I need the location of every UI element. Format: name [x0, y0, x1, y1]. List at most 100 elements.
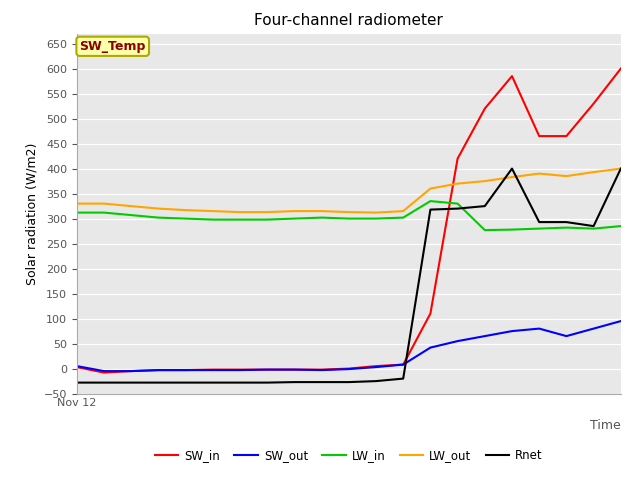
SW_out [264, 367, 271, 372]
SW_out [481, 333, 489, 339]
SW_out [100, 368, 108, 374]
SW_out [508, 328, 516, 334]
LW_out [345, 209, 353, 215]
LW_out [590, 169, 598, 175]
LW_out [264, 209, 271, 215]
Rnet [236, 380, 244, 385]
Line: LW_out: LW_out [77, 168, 621, 213]
Rnet [454, 206, 461, 212]
Text: SW_Temp: SW_Temp [79, 40, 146, 53]
SW_out [563, 333, 570, 339]
Rnet [155, 380, 163, 385]
Y-axis label: Solar radiation (W/m2): Solar radiation (W/m2) [25, 143, 38, 285]
SW_out [182, 367, 189, 373]
Rnet [345, 379, 353, 385]
SW_out [73, 363, 81, 369]
LW_in [100, 210, 108, 216]
LW_in [399, 215, 407, 220]
Rnet [100, 380, 108, 385]
SW_in [100, 370, 108, 375]
Rnet [209, 380, 216, 385]
Rnet [508, 166, 516, 171]
LW_out [182, 207, 189, 213]
SW_out [590, 326, 598, 332]
LW_out [536, 171, 543, 177]
Title: Four-channel radiometer: Four-channel radiometer [254, 13, 444, 28]
SW_out [536, 326, 543, 332]
Line: LW_in: LW_in [77, 201, 621, 230]
Legend: SW_in, SW_out, LW_in, LW_out, Rnet: SW_in, SW_out, LW_in, LW_out, Rnet [150, 444, 547, 467]
Rnet [264, 380, 271, 385]
SW_out [291, 367, 298, 372]
LW_out [508, 174, 516, 180]
SW_in [454, 156, 461, 161]
LW_in [209, 216, 216, 222]
SW_out [399, 362, 407, 368]
Line: SW_out: SW_out [77, 321, 621, 371]
LW_in [264, 216, 271, 222]
LW_in [318, 215, 326, 220]
Text: Time: Time [590, 419, 621, 432]
LW_out [481, 178, 489, 184]
Rnet [291, 379, 298, 385]
Rnet [617, 166, 625, 171]
LW_in [155, 215, 163, 220]
LW_out [318, 208, 326, 214]
LW_out [155, 206, 163, 212]
SW_out [318, 367, 326, 373]
SW_out [427, 345, 435, 350]
Line: Rnet: Rnet [77, 168, 621, 383]
LW_in [236, 216, 244, 222]
SW_out [127, 368, 135, 374]
LW_out [236, 209, 244, 215]
Rnet [563, 219, 570, 225]
Rnet [481, 203, 489, 209]
LW_in [127, 212, 135, 218]
SW_in [345, 366, 353, 372]
SW_out [345, 366, 353, 372]
SW_in [291, 367, 298, 372]
LW_in [182, 216, 189, 221]
LW_in [372, 216, 380, 221]
SW_in [127, 368, 135, 374]
SW_in [427, 311, 435, 316]
SW_in [318, 367, 326, 372]
LW_out [209, 208, 216, 214]
SW_out [236, 367, 244, 373]
SW_in [155, 367, 163, 373]
SW_out [209, 367, 216, 373]
SW_in [236, 367, 244, 372]
SW_out [617, 318, 625, 324]
SW_in [617, 66, 625, 72]
LW_out [291, 208, 298, 214]
Rnet [372, 378, 380, 384]
LW_in [617, 223, 625, 229]
SW_in [264, 367, 271, 372]
LW_out [127, 203, 135, 209]
Rnet [318, 379, 326, 385]
LW_in [291, 216, 298, 221]
SW_out [372, 364, 380, 370]
SW_in [399, 362, 407, 368]
LW_in [590, 226, 598, 231]
LW_out [372, 210, 380, 216]
LW_out [73, 201, 81, 206]
SW_in [73, 364, 81, 370]
Rnet [182, 380, 189, 385]
SW_in [182, 367, 189, 373]
Rnet [590, 223, 598, 229]
Rnet [427, 207, 435, 213]
LW_in [563, 225, 570, 230]
SW_in [209, 367, 216, 372]
LW_in [536, 226, 543, 231]
LW_out [427, 186, 435, 192]
LW_out [100, 201, 108, 206]
LW_in [481, 227, 489, 233]
Rnet [399, 376, 407, 382]
SW_in [590, 101, 598, 107]
LW_out [454, 180, 461, 186]
Rnet [536, 219, 543, 225]
SW_in [536, 133, 543, 139]
SW_out [454, 338, 461, 344]
SW_in [372, 363, 380, 369]
